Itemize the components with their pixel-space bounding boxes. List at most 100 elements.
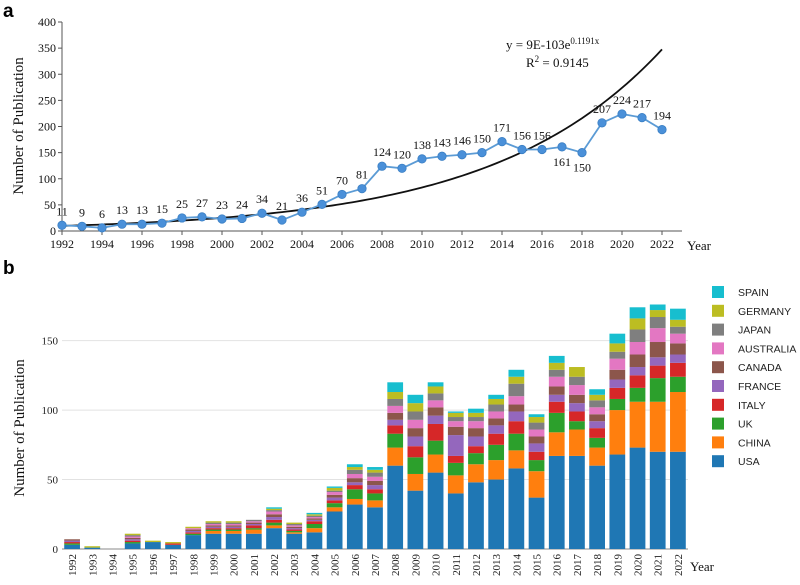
panel-b-bar-segment <box>447 435 464 456</box>
legend-swatch <box>712 304 724 317</box>
panel-b-bar-segment <box>447 475 464 494</box>
panel-b-x-tick-label: 1999 <box>208 554 220 577</box>
panel-b-bar-segment <box>225 526 242 529</box>
panel-b-x-tick-label: 1993 <box>87 554 99 577</box>
panel-b-bar-segment <box>306 514 323 516</box>
panel-b-bar-segment <box>488 479 505 549</box>
panel-b-bar-segment <box>84 546 101 548</box>
panel-b-bar-segment <box>468 412 484 418</box>
panel-b-bar-segment <box>367 500 383 508</box>
panel-b-bar-segment <box>468 436 484 447</box>
panel-b-bar-segment <box>528 429 545 437</box>
panel-a-point <box>157 218 167 228</box>
panel-b-bar-segment <box>225 525 242 527</box>
panel-b-bar-segment <box>468 482 484 549</box>
panel-a-point <box>617 109 627 119</box>
panel-b-bar-segment <box>468 408 484 413</box>
panel-a-point <box>497 137 507 147</box>
panel-b-bar-segment <box>589 465 605 549</box>
panel-b-bar-segment <box>468 446 484 454</box>
fit-r2-sup: 2 <box>535 54 540 64</box>
panel-b-bar-segment <box>387 419 404 426</box>
panel-b-bar-segment <box>569 411 585 422</box>
panel-b-bar-segment <box>508 411 525 422</box>
panel-b-bar-segment <box>245 522 262 524</box>
panel-b-x-tick-label: 1995 <box>128 554 140 577</box>
panel-b-bar-segment <box>346 482 363 486</box>
panel-b-bar-segment <box>286 529 303 531</box>
panel-b-bar-segment <box>245 519 262 522</box>
panel-b-bar-segment <box>205 525 222 527</box>
panel-b-bar-segment <box>124 543 141 549</box>
panel-a-point <box>457 150 467 160</box>
panel-b-bar-segment <box>124 535 141 537</box>
panel-b-bar-segment <box>548 376 565 387</box>
panel-b-bar-segment <box>266 510 282 512</box>
panel-b-bar-segment <box>367 480 383 486</box>
panel-b-bar-segment <box>609 410 626 455</box>
panel-b-bar-segment <box>64 539 80 541</box>
panel-b-bar-segment <box>266 522 282 526</box>
panel-b-y-tick-label: 100 <box>42 405 59 417</box>
panel-b-bar-segment <box>649 328 666 343</box>
panel-b-x-ticks: 1992 1993 1994 1995 1996 1997 1998 1999 2000 2001… <box>67 554 685 577</box>
panel-b-bar-segment <box>488 404 505 412</box>
panel-b-bar-segment <box>427 454 444 473</box>
panel-b-bar-segment <box>205 528 222 530</box>
panel-b-bar-segment <box>407 446 424 458</box>
legend-swatch <box>712 380 724 392</box>
panel-a-point <box>437 151 447 161</box>
panel-b-bar-segment <box>185 530 202 533</box>
panel-b-bar-segment <box>569 429 585 456</box>
panel-b-bar-segment <box>528 422 545 430</box>
panel-a-point <box>117 219 127 229</box>
panel-b-bar-segment <box>528 497 545 549</box>
panel-b-bar-segment <box>326 503 343 508</box>
panel-a-x-tick-label: 2022 <box>650 237 674 251</box>
panel-a-data-label: 143 <box>433 135 451 149</box>
panel-b-bar-segment <box>609 387 626 399</box>
panel-b-x-tick-label: 1996 <box>148 554 160 577</box>
panel-b-bar-segment <box>670 308 686 320</box>
panel-b-bar-segment <box>629 375 646 388</box>
panel-b-bar-segment <box>407 428 424 437</box>
panel-a-y-tick-label: 400 <box>38 15 56 29</box>
panel-b-bar-segment <box>225 533 242 549</box>
panel-b-y-tick-label: 150 <box>42 336 59 348</box>
panel-a-point <box>137 219 147 229</box>
panel-b-bar-segment <box>245 521 262 523</box>
panel-b-bar-segment <box>225 522 242 524</box>
panel-a-data-label: 150 <box>473 132 491 146</box>
panel-b-bar-segment <box>266 507 282 509</box>
panel-b-bars <box>64 304 686 549</box>
panel-b-bar-segment <box>589 421 605 429</box>
panel-b-bar-segment <box>569 421 585 430</box>
panel-b-bar-segment <box>589 447 605 466</box>
panel-b-bar-segment <box>266 525 282 529</box>
panel-a-point <box>657 125 667 135</box>
panel-b-bar-segment <box>124 539 141 541</box>
panel-b-x-tick-label: 2016 <box>552 554 564 577</box>
legend-swatch <box>712 286 724 298</box>
panel-b-bar-segment <box>387 398 404 406</box>
panel-b-bar-segment <box>629 447 646 549</box>
panel-a-x-tick-label: 2014 <box>490 237 514 251</box>
legend-swatch <box>712 436 724 449</box>
panel-b-bar-segment <box>589 428 605 438</box>
panel-a-data-label: 70 <box>336 173 348 187</box>
panel-b-bar-segment <box>205 533 222 549</box>
panel-b-bar-segment <box>670 362 686 377</box>
panel-b-bar-segment <box>165 543 181 545</box>
panel-b-x-tick-label: 1994 <box>107 554 119 577</box>
panel-b-bar-segment <box>427 440 444 455</box>
panel-b-bar-segment <box>64 543 80 545</box>
panel-b-bar-segment <box>407 403 424 412</box>
panel-b-bar-segment <box>407 419 424 429</box>
panel-b-bar-segment <box>84 547 101 549</box>
panel-b-x-tick-label: 2005 <box>330 554 342 577</box>
panel-b-bar-segment <box>508 383 525 397</box>
legend-swatch <box>712 342 724 355</box>
panel-b-x-tick-label: 2017 <box>572 554 584 577</box>
panel-b-bar-segment <box>387 433 404 448</box>
